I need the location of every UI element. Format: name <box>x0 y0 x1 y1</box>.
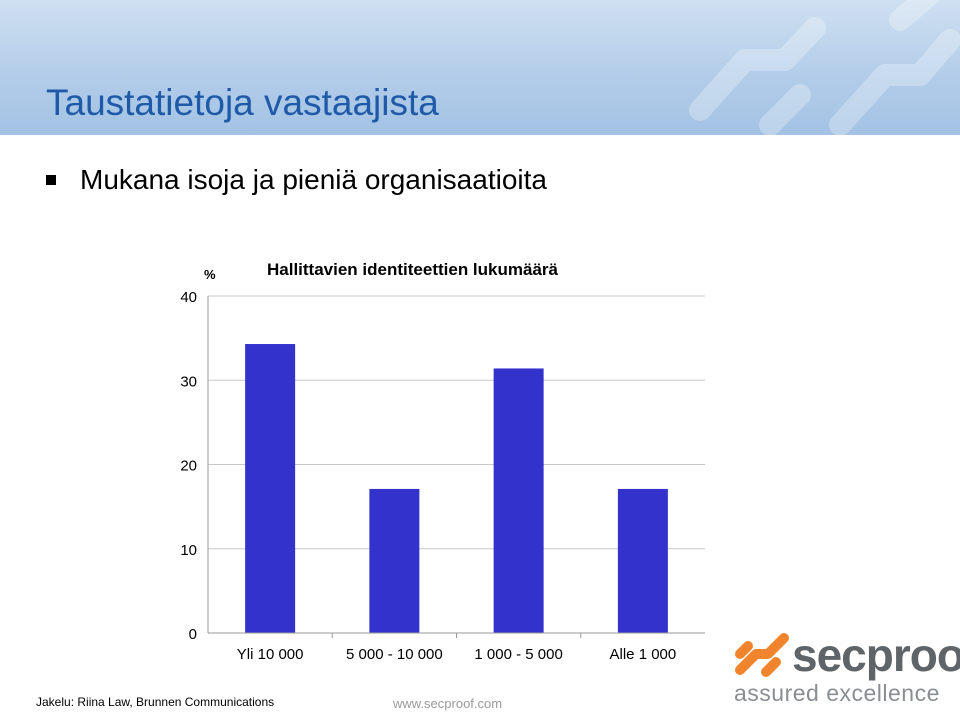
x-tick-label-0: Yli 10 000 <box>237 646 304 663</box>
bullet-text: Mukana isoja ja pieniä organisaatioita <box>80 164 547 195</box>
bar-2 <box>493 368 544 633</box>
y-tick-label-2: 20 <box>180 458 197 475</box>
x-tick-label-2: 1 000 - 5 000 <box>474 646 562 663</box>
y-tick-label-1: 10 <box>180 542 197 559</box>
logo-name: secproof <box>792 629 960 681</box>
footer-source: Jakelu: Riina Law, Brunnen Communication… <box>36 695 275 709</box>
secproof-logo: secproof assured excellence <box>734 628 960 710</box>
chart-labels: 0 10 20 30 40 Yli 10 000 5 000 - 10 000 1 000 -… <box>180 289 676 663</box>
chart-ylabel: % <box>204 267 216 282</box>
header-band <box>0 0 960 135</box>
y-tick-label-4: 40 <box>180 289 197 306</box>
x-tick-label-3: Alle 1 000 <box>610 646 677 663</box>
secproof-logo-icon <box>735 633 789 677</box>
bar-0 <box>245 344 296 633</box>
chart-title: Hallittavien identiteettien lukumäärä <box>267 260 559 279</box>
chart-bars <box>245 344 668 633</box>
bar-3 <box>617 488 668 633</box>
chart-axes <box>207 296 705 638</box>
footer-url[interactable]: www.secproof.com <box>393 696 503 711</box>
bullet-square-icon <box>46 175 56 185</box>
x-tick-label-1: 5 000 - 10 000 <box>346 646 443 663</box>
y-tick-label-0: 0 <box>189 626 197 643</box>
y-tick-label-3: 30 <box>180 373 197 390</box>
slide-title: Taustatietoja vastaajista <box>46 82 439 123</box>
header-decoration <box>689 0 960 135</box>
logo-tagline: assured excellence <box>734 680 940 706</box>
bar-1 <box>369 488 420 633</box>
